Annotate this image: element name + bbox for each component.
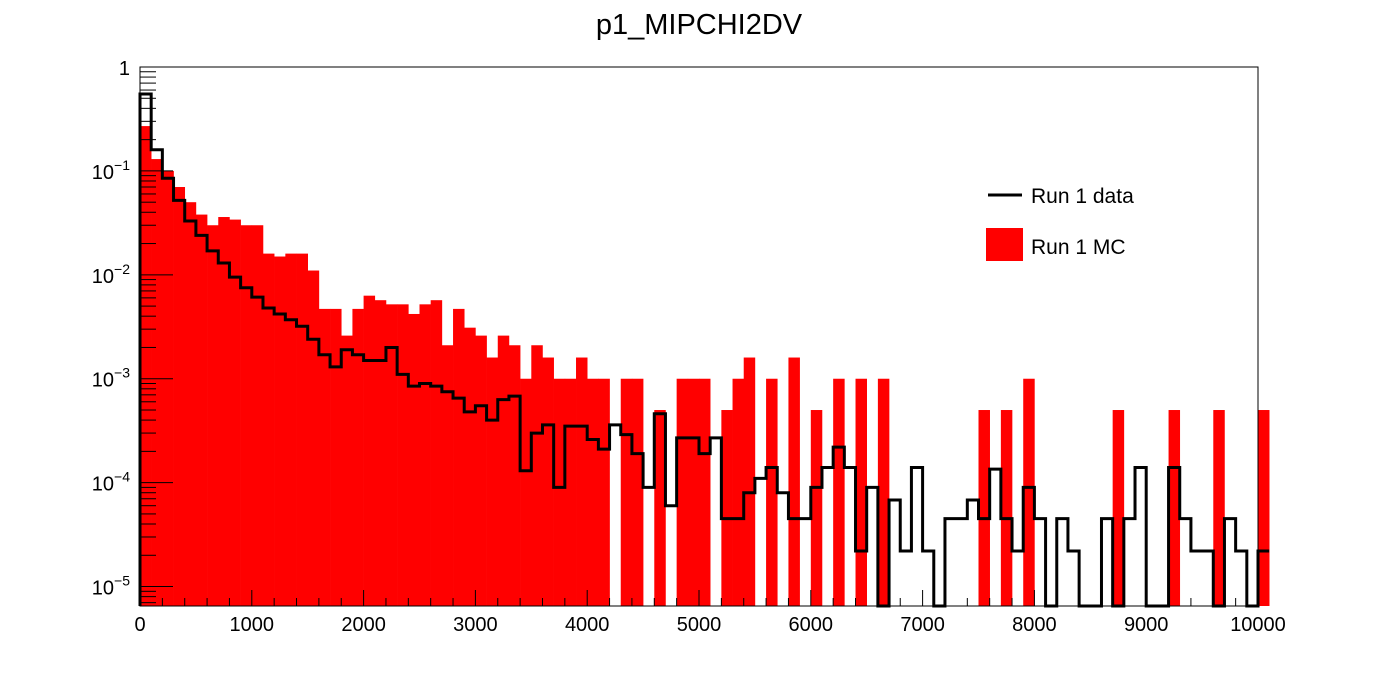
mc-bar xyxy=(240,225,253,606)
mc-bar xyxy=(687,378,700,606)
mc-bar xyxy=(654,410,666,606)
mc-bar xyxy=(855,378,867,606)
mc-bar xyxy=(497,335,510,606)
mc-bar xyxy=(877,378,890,606)
mc-bar xyxy=(251,225,264,606)
mc-bar xyxy=(508,345,521,606)
mc-bar xyxy=(195,214,208,606)
x-tick-label: 0 xyxy=(134,614,145,636)
x-tick-label: 1000 xyxy=(230,614,275,636)
y-tick-label: 10−4 xyxy=(92,469,130,496)
mc-bar xyxy=(419,304,431,606)
y-tick-label: 10−5 xyxy=(92,573,130,600)
mc-bar xyxy=(173,187,186,606)
mc-bar xyxy=(520,378,532,606)
mc-bar xyxy=(1258,410,1270,606)
mc-bar xyxy=(464,327,476,606)
mc-bar xyxy=(207,225,219,606)
x-tick-label: 2000 xyxy=(341,614,386,636)
x-tick-label: 9000 xyxy=(1124,614,1169,636)
mc-bar xyxy=(1000,410,1013,606)
mc-bar xyxy=(564,378,577,606)
mc-bar xyxy=(296,253,308,607)
mc-bar xyxy=(542,357,554,606)
y-tick-label: 10−2 xyxy=(92,261,130,288)
mc-bar xyxy=(1168,410,1181,606)
y-tick-label: 1 xyxy=(119,58,130,80)
x-tick-label: 10000 xyxy=(1230,614,1286,636)
mc-histogram-bars xyxy=(140,126,1270,607)
mc-bar xyxy=(363,295,376,606)
x-tick-label: 4000 xyxy=(565,614,610,636)
mc-bar xyxy=(262,253,275,607)
mc-bar xyxy=(732,378,745,606)
legend-mc-swatch xyxy=(986,228,1023,261)
mc-bar xyxy=(721,410,733,606)
mc-bar xyxy=(218,217,230,607)
mc-bar xyxy=(1213,410,1225,606)
y-tick-label: 10−1 xyxy=(92,157,130,184)
mc-bar xyxy=(766,378,778,606)
mc-bar xyxy=(486,357,499,606)
mc-bar xyxy=(810,410,823,606)
data-step-line xyxy=(138,92,1270,608)
mc-bar xyxy=(274,256,286,606)
mc-bar xyxy=(1112,410,1125,606)
x-axis: 0 1000 2000 3000 4000 5000 6000 7000 8000 9000 100… xyxy=(134,590,1286,636)
mc-bar xyxy=(330,308,342,606)
mc-bar xyxy=(676,378,689,606)
mc-bar xyxy=(374,300,387,606)
mc-bar xyxy=(1023,378,1035,606)
mc-bar xyxy=(229,219,241,606)
mc-bar xyxy=(441,345,454,606)
x-tick-label: 5000 xyxy=(677,614,722,636)
legend-mc-label: Run 1 MC xyxy=(1031,236,1126,259)
mc-bar xyxy=(151,159,163,606)
x-tick-label: 3000 xyxy=(453,614,498,636)
mc-bar xyxy=(833,378,845,606)
mc-bar xyxy=(318,308,331,606)
y-tick-label: 10−3 xyxy=(92,365,130,392)
x-tick-label: 8000 xyxy=(1012,614,1057,636)
mc-bar xyxy=(743,357,756,606)
mc-bar xyxy=(553,378,566,606)
chart-title: p1_MIPCHI2DV xyxy=(596,9,803,41)
y-axis: 1 10−1 10−2 10−3 10−4 10−5 xyxy=(92,58,173,604)
mc-bar xyxy=(531,345,543,606)
mc-bar xyxy=(285,253,297,607)
mc-bar xyxy=(184,202,197,606)
legend: Run 1 data Run 1 MC xyxy=(986,185,1134,261)
mc-bar xyxy=(408,313,420,606)
mc-bar xyxy=(140,126,152,606)
legend-data-label: Run 1 data xyxy=(1031,185,1134,208)
mc-bar xyxy=(397,304,409,606)
mc-bar xyxy=(587,378,599,606)
x-tick-label: 7000 xyxy=(900,614,945,636)
mc-bar xyxy=(620,378,633,606)
mc-bar xyxy=(430,300,443,606)
mc-bar xyxy=(307,270,320,606)
mc-bar xyxy=(352,308,364,606)
mc-bar xyxy=(385,304,398,606)
x-tick-label: 6000 xyxy=(789,614,834,636)
mc-bar xyxy=(576,357,588,606)
mc-bar xyxy=(341,335,353,606)
mc-bar xyxy=(631,378,644,606)
mc-bar xyxy=(162,170,174,606)
mc-bar xyxy=(475,335,487,606)
mc-bar xyxy=(978,410,990,606)
mc-bar xyxy=(788,357,800,606)
mc-bar xyxy=(699,378,711,606)
mc-bar xyxy=(453,308,465,606)
mc-bar xyxy=(598,378,610,606)
